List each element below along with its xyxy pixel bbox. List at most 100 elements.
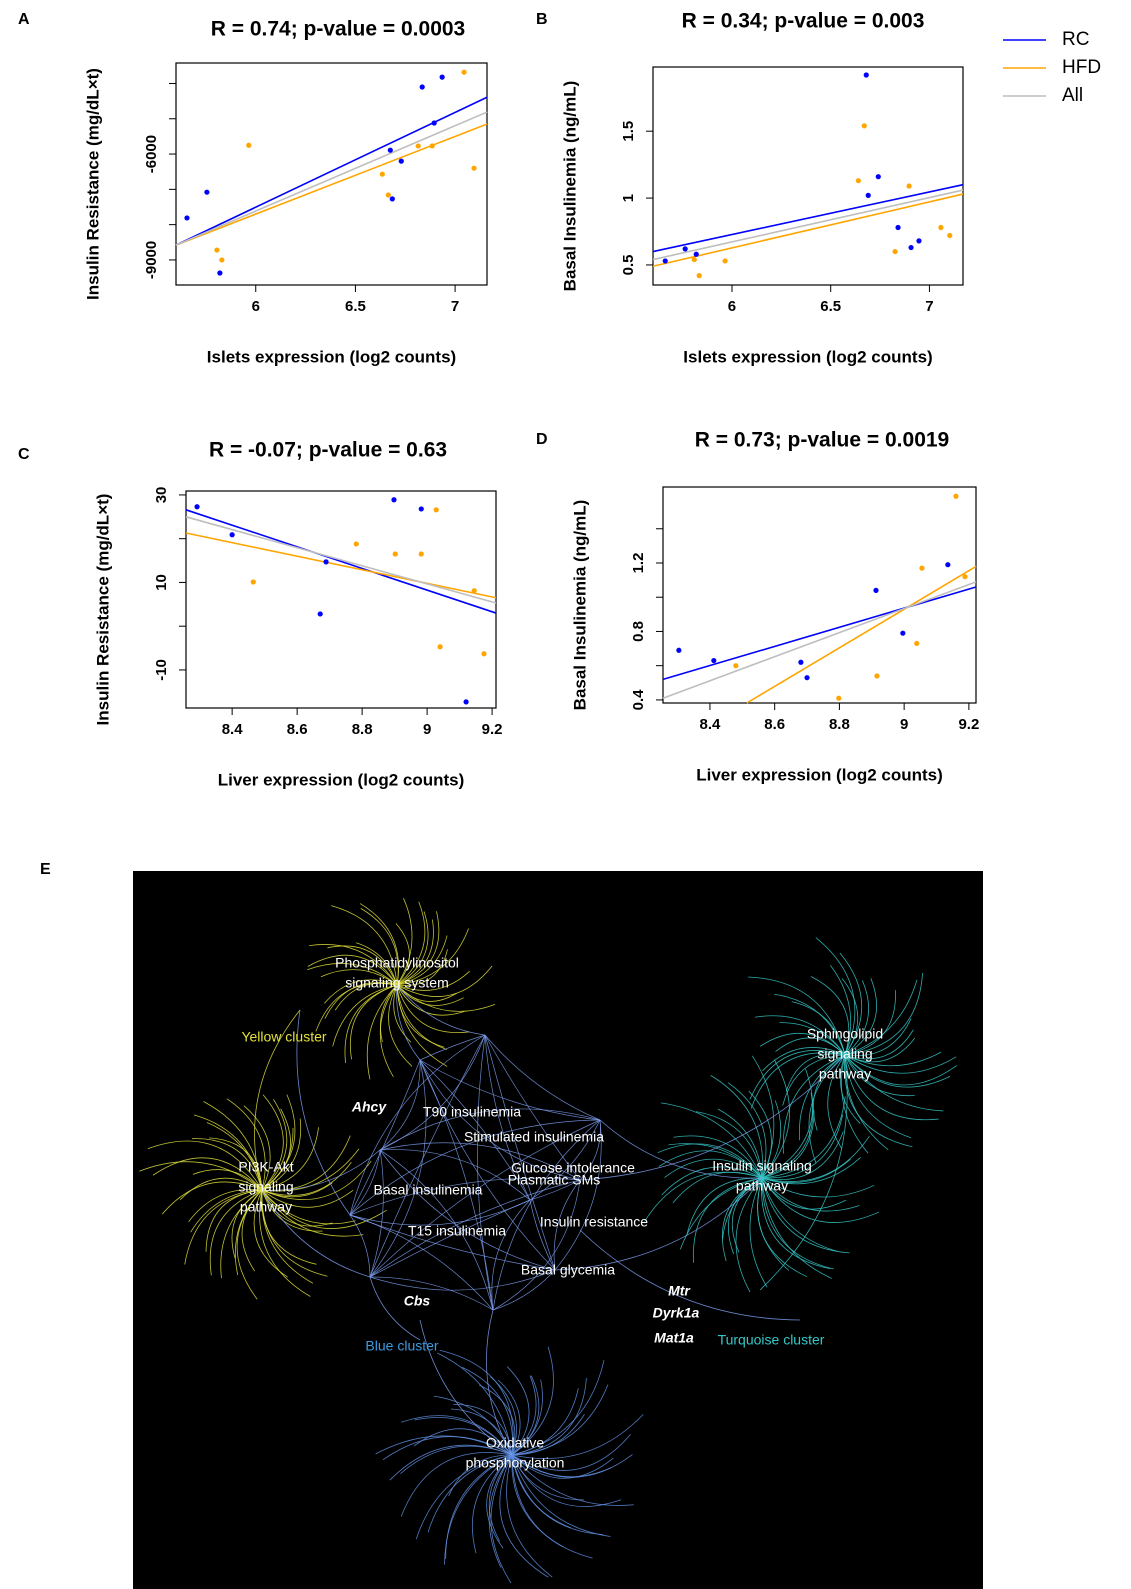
y-tick-label: 30 (153, 487, 170, 504)
network-edge (511, 1377, 587, 1456)
point (662, 258, 668, 264)
network-edge (748, 1090, 772, 1179)
network-edge (808, 1054, 846, 1164)
network-edge (761, 1068, 814, 1179)
network-edge (307, 963, 398, 986)
plot-frame (662, 486, 977, 704)
network-edge (192, 1169, 263, 1191)
point (953, 493, 959, 499)
y-tick-label: 0.5 (620, 255, 637, 276)
network-edge (369, 1276, 421, 1341)
point (214, 247, 220, 253)
gene-label: Cbs (404, 1293, 431, 1309)
y-tick-label: 1.5 (620, 121, 637, 142)
network-edge (179, 1177, 263, 1201)
x-tick-label: 9.2 (482, 721, 503, 738)
network-edge (810, 976, 850, 1056)
panel-letter: A (18, 11, 30, 28)
network-edge (139, 1161, 263, 1191)
point (908, 244, 914, 251)
network-edge (511, 1384, 609, 1456)
network-edge (491, 1199, 531, 1311)
network-edge (553, 1179, 581, 1271)
network-edge (349, 1149, 381, 1216)
y-tick-label: 1.2 (630, 553, 647, 574)
network-edge (261, 1149, 381, 1191)
point (392, 551, 398, 557)
network-edge (511, 1454, 614, 1479)
network-edge (395, 923, 410, 986)
network-edge (369, 1269, 556, 1291)
point (250, 579, 256, 585)
network-edge (400, 1445, 513, 1474)
point (379, 171, 385, 177)
network-edge (334, 982, 398, 1011)
network-edge (261, 1161, 352, 1196)
x-axis-label: Liver expression (log2 counts) (218, 770, 465, 789)
network-edge (798, 1054, 846, 1141)
point (693, 251, 699, 257)
network-edge (366, 984, 398, 1080)
network-edge (511, 1375, 537, 1456)
network-edge (511, 1388, 579, 1456)
network-edge (393, 984, 412, 1043)
point (875, 174, 881, 180)
x-tick-label: 8.6 (287, 721, 308, 738)
pathway-label: signaling (817, 1046, 872, 1062)
network-edge (369, 1034, 486, 1278)
network-edge (261, 1118, 302, 1191)
network-edge (396, 911, 440, 986)
x-tick-label: 8.4 (700, 716, 722, 733)
network-edge (419, 1059, 556, 1271)
chart-title: R = -0.07; p-value = 0.63 (209, 439, 447, 462)
network-edge (761, 1177, 834, 1270)
network-edge (356, 942, 398, 986)
phenotype-label: Basal insulinemia (374, 1182, 483, 1198)
fit-line (175, 111, 488, 246)
network-edge (231, 1189, 263, 1259)
point (947, 232, 953, 239)
point (682, 246, 688, 252)
legend-label: HFD (1062, 57, 1101, 78)
point (398, 158, 404, 164)
gene-label: Mat1a (654, 1330, 694, 1346)
fit-line (652, 183, 964, 253)
point (418, 506, 424, 512)
x-tick-label: 7 (451, 298, 459, 315)
network-edge (478, 1384, 516, 1456)
point (861, 123, 867, 129)
network-edge (379, 1108, 601, 1151)
x-tick-label: 6 (728, 298, 736, 315)
x-tick-label: 9.2 (958, 716, 979, 733)
gene-label: Mtr (668, 1283, 691, 1299)
network-edge (844, 972, 923, 1056)
fit-line (746, 565, 977, 704)
network-edge (396, 984, 486, 1036)
network-edge (511, 1454, 564, 1548)
point (418, 551, 424, 557)
network-edge (782, 1054, 846, 1154)
x-tick-label: 6.5 (820, 298, 841, 315)
network-edge (369, 1059, 427, 1278)
network-edge (327, 945, 398, 986)
network-edge (844, 1054, 951, 1088)
network-edge (388, 984, 413, 1067)
network-edge (396, 919, 434, 986)
network-edge (396, 935, 448, 986)
y-axis-label: Insulin Resistance (mg/dL×t) (93, 494, 112, 726)
network-background (133, 871, 983, 1589)
network-edge (396, 970, 470, 991)
point (429, 143, 435, 149)
point (219, 257, 225, 263)
network-edge (492, 1179, 581, 1311)
network-edge (486, 1454, 513, 1549)
y-tick-label: -9000 (143, 241, 160, 279)
x-tick-label: 6.5 (345, 298, 366, 315)
network-edge (815, 937, 856, 1056)
network-edge (761, 1110, 815, 1179)
network-edge (710, 1075, 764, 1179)
pathway-label: Oxidative (486, 1435, 545, 1451)
network-edge (511, 1434, 631, 1471)
network-edge (529, 1119, 601, 1201)
